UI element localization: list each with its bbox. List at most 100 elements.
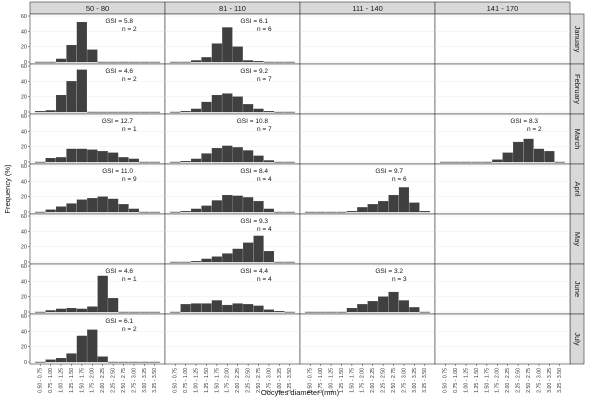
histogram-bar xyxy=(181,111,191,112)
y-tick-label: 40 xyxy=(21,79,27,85)
column-strip-label: 50 - 80 xyxy=(86,4,109,13)
panel-frame xyxy=(435,214,570,264)
x-tick-label: 1.50 - 1.75 xyxy=(79,368,85,393)
gsi-label: GSI = 5.8 xyxy=(105,18,133,25)
histogram-bar xyxy=(98,151,108,162)
panel-frame xyxy=(30,214,165,264)
sample-size-label: n = 2 xyxy=(527,126,542,133)
x-tick-label: 2.00 - 2.25 xyxy=(235,368,241,393)
x-tick-label: 2.25 - 2.50 xyxy=(111,368,117,393)
x-tick-label: 2.75 - 3.00 xyxy=(401,368,407,393)
x-tick-label: 3.00 - 3.25 xyxy=(142,368,148,393)
x-tick-label: 1.75 - 2.00 xyxy=(90,368,96,393)
histogram-bar xyxy=(254,201,264,212)
sample-size-label: n = 2 xyxy=(122,76,137,83)
panel-frame xyxy=(30,314,165,364)
x-tick-label: 1.75 - 2.00 xyxy=(360,368,366,393)
x-tick-label: 0.50 - 0.75 xyxy=(38,368,44,393)
x-axis-title: Oocytes diameter (mm) xyxy=(261,388,340,397)
histogram-bar xyxy=(202,206,212,212)
x-tick-label: 0.50 - 0.75 xyxy=(443,368,449,393)
histogram-bar xyxy=(35,111,45,112)
gsi-label: GSI = 11.0 xyxy=(102,168,133,175)
histogram-bar xyxy=(212,148,222,162)
histogram-bar xyxy=(212,201,222,213)
panel-frame xyxy=(165,64,300,114)
histogram-bar xyxy=(119,204,129,212)
histogram-bar xyxy=(98,276,108,312)
gsi-label: GSI = 10.8 xyxy=(237,118,269,125)
histogram-bar xyxy=(98,357,108,362)
histogram-bar xyxy=(108,298,118,312)
histogram-bar xyxy=(254,156,264,162)
histogram-bar xyxy=(212,95,222,112)
panel-frame xyxy=(300,114,435,164)
histogram-bar xyxy=(191,209,201,212)
column-strip-label: 81 - 110 xyxy=(219,4,246,13)
row-strip-label: March xyxy=(573,129,582,150)
histogram-bar xyxy=(534,149,544,162)
sample-size-label: n = 4 xyxy=(257,176,272,183)
x-tick-label: 1.75 - 2.00 xyxy=(225,368,231,393)
histogram-bar xyxy=(233,249,243,262)
histogram-bar xyxy=(378,201,388,212)
panel-frame xyxy=(300,64,435,114)
x-tick-label: 1.75 - 2.00 xyxy=(495,368,501,393)
histogram-bar xyxy=(87,198,97,212)
histogram-bar xyxy=(77,200,87,212)
histogram-bar xyxy=(181,161,191,162)
histogram-bar xyxy=(202,57,212,62)
histogram-bar xyxy=(87,330,97,362)
histogram-bar xyxy=(389,292,399,312)
y-tick-label: 40 xyxy=(21,279,27,285)
x-tick-label: 1.25 - 1.50 xyxy=(474,368,480,393)
row-strip-label: July xyxy=(573,332,582,346)
x-tick-label: 1.25 - 1.50 xyxy=(69,368,75,393)
row-strip-label: April xyxy=(573,181,582,196)
histogram-bar xyxy=(264,209,274,212)
x-tick-label: 2.25 - 2.50 xyxy=(381,368,387,393)
panel-frame xyxy=(300,264,435,314)
histogram-bar xyxy=(56,95,66,112)
x-tick-label: 0.50 - 0.75 xyxy=(173,368,179,393)
histogram-bar xyxy=(119,157,129,162)
x-tick-label: 3.25 - 3.50 xyxy=(422,368,428,393)
row-strip-label: January xyxy=(573,26,582,53)
histogram-bar xyxy=(129,209,139,212)
histogram-bar xyxy=(389,195,399,212)
histogram-bar xyxy=(347,308,357,312)
histogram-bar xyxy=(87,150,97,162)
histogram-bar xyxy=(222,195,232,212)
histogram-bar xyxy=(67,354,77,362)
histogram-bar xyxy=(67,81,77,112)
panel-frame xyxy=(300,214,435,264)
x-tick-label: 1.50 - 1.75 xyxy=(214,368,220,393)
x-tick-label: 1.50 - 1.75 xyxy=(484,368,490,393)
y-tick-label: 20 xyxy=(21,295,27,301)
row-strip-label: February xyxy=(573,74,582,104)
y-tick-label: 20 xyxy=(21,245,27,251)
histogram-bar xyxy=(492,160,502,162)
x-tick-label: 2.25 - 2.50 xyxy=(246,368,252,393)
histogram-bar xyxy=(77,336,87,362)
gsi-label: GSI = 8.3 xyxy=(510,118,538,125)
y-tick-label: 60 xyxy=(21,114,27,120)
y-tick-label: 60 xyxy=(21,264,27,270)
histogram-bar xyxy=(254,236,264,262)
panel-frame xyxy=(435,14,570,64)
histogram-bar xyxy=(264,111,274,112)
histogram-bar xyxy=(77,309,87,312)
gsi-label: GSI = 9.7 xyxy=(375,168,403,175)
gsi-label: GSI = 12.7 xyxy=(102,118,134,125)
histogram-bar xyxy=(202,259,212,262)
histogram-bar xyxy=(77,70,87,112)
panel-frame xyxy=(165,214,300,264)
x-tick-label: 1.25 - 1.50 xyxy=(339,368,345,393)
histogram-bar xyxy=(243,304,253,312)
histogram-bar xyxy=(46,360,56,362)
x-tick-label: 2.00 - 2.25 xyxy=(505,368,511,393)
histogram-bar xyxy=(56,207,66,212)
histogram-bar xyxy=(222,146,232,162)
histogram-bar xyxy=(46,310,56,312)
